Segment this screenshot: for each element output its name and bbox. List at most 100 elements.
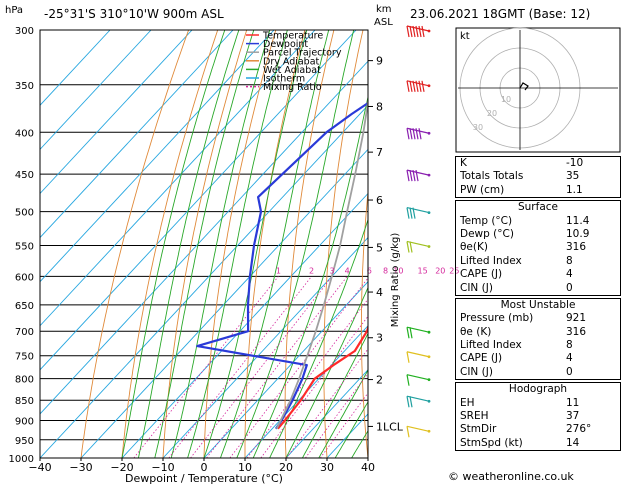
wind-barb [406, 240, 431, 253]
height-unit-asl: ASL [374, 17, 393, 28]
dry-adiabat [121, 30, 219, 458]
km-tick-label: 5 [376, 241, 383, 254]
stat-row: CIN (J) 0 [456, 366, 620, 379]
wind-barb-base [427, 429, 431, 433]
stat-row: θe(K) 316 [456, 241, 620, 254]
stat-label: StmSpd (kt) [460, 436, 523, 449]
wind-barb-flag [418, 128, 422, 140]
pressure-tick-label: 600 [15, 272, 34, 283]
wind-barb-flag [406, 170, 410, 182]
mixing-ratio-line [286, 348, 368, 458]
km-tick-label: 1LCL [376, 420, 404, 433]
series-line-dewpoint [196, 101, 368, 430]
dry-adiabat [323, 30, 364, 458]
wind-barb [406, 80, 431, 92]
isotherm [80, 148, 368, 458]
stat-label: Lifted Index [460, 254, 522, 267]
stat-value: 8 [566, 339, 573, 352]
stat-label: Temp (°C) [460, 214, 513, 227]
surface-title: Surface [517, 201, 558, 214]
wind-barb [406, 207, 431, 219]
wind-barb-flag [418, 80, 422, 92]
wind-barb-flag [406, 241, 410, 253]
mixing-ratio-label: 6 [367, 266, 372, 275]
stat-label: CAPE (J) [460, 268, 503, 281]
pressure-tick-label: 850 [15, 396, 34, 407]
wind-barb-flag [412, 128, 416, 140]
dry-adiabat [433, 30, 450, 458]
wind-barb-base [427, 211, 431, 214]
hodograph-title: Hodograph [508, 383, 568, 396]
wind-barb [406, 425, 431, 438]
isotherm [40, 30, 111, 106]
isotherm [40, 30, 275, 283]
isotherm [203, 280, 368, 458]
wet-adiabat [187, 30, 288, 458]
mixing-ratio-line [305, 372, 368, 458]
wind-barb-flag [409, 25, 413, 38]
pressure-tick-label: 800 [15, 375, 34, 386]
stat-row: CAPE (J) 4 [456, 352, 620, 365]
isotherm [162, 236, 368, 458]
legend-entry: Dry Adiabat [263, 56, 320, 67]
wind-barb-flag [406, 374, 410, 386]
datetime-title: 23.06.2021 18GMT (Base: 12) [410, 7, 590, 21]
wind-barb-flag [412, 170, 416, 182]
series-line-parcel-trajectory [275, 96, 368, 430]
stat-row: Lifted Index 8 [456, 339, 620, 352]
stat-row: EH 11 [456, 397, 620, 410]
x-tick-label: −10 [151, 461, 174, 474]
stat-value: 1.1 [566, 183, 583, 196]
km-tick-label: 4 [376, 286, 383, 299]
mixing-ratio-labels: 1 2 3 4 6 8 10 15 20 25 [276, 266, 460, 275]
stat-value: 11 [566, 396, 580, 409]
stat-value: 8 [566, 254, 573, 267]
mixing-ratio-line [206, 276, 348, 458]
stat-label: K [460, 157, 467, 169]
axes: −40 −30 −20 −10 0 10 20 30 40 300 350 400 450 500 550 6… [9, 26, 404, 474]
wind-barb-base [427, 355, 431, 359]
isotherm [40, 30, 234, 239]
most-unstable-title: Most Unstable [500, 298, 576, 311]
mixing-ratio-label: 20 [435, 266, 445, 275]
wet-adiabat [236, 30, 355, 458]
stat-value: 276° [566, 423, 592, 436]
stat-value: 0 [566, 281, 573, 294]
isotherm [285, 369, 368, 458]
stat-row: Temp (°C) 11.4 [456, 215, 620, 228]
wind-barb-flag [406, 426, 410, 438]
stat-value: -10 [566, 157, 584, 169]
wind-barb-base [427, 378, 431, 382]
pressure-tick-label: 350 [15, 81, 34, 92]
dry-adiabat [244, 30, 306, 458]
wind-barb [406, 351, 431, 363]
km-tick-label: 9 [376, 55, 383, 68]
stat-label: CIN (J) [460, 281, 493, 294]
wind-barb-flag [406, 396, 410, 408]
stat-value: 0 [566, 365, 573, 378]
mixing-ratio-label: 2 [309, 266, 314, 275]
profile-lines [196, 96, 368, 430]
legend-entry: Wet Adiabat [263, 65, 321, 76]
stat-label: SREH [460, 410, 489, 423]
stat-row: K -10 [456, 157, 620, 170]
mixing-ratio-line [190, 276, 333, 458]
mixing-ratio-label: 3 [330, 266, 335, 275]
wet-adiabat [302, 332, 368, 458]
hodograph-trace [519, 82, 529, 91]
wind-barb-flag [412, 207, 416, 219]
pressure-tick-label: 550 [15, 241, 34, 252]
location-title: -25°31'S 310°10'W 900m ASL [44, 7, 224, 21]
mixing-ratio-line [168, 276, 312, 458]
stat-label: θe (K) [460, 325, 492, 338]
stat-value: 4 [566, 352, 573, 365]
wet-adiabat [252, 94, 368, 458]
wind-barb-base [427, 84, 431, 88]
surface-table: Surface Temp (°C) 11.4 Dewp (°C) 10.9 θe(K) 3… [455, 200, 621, 296]
wind-barb-flag [406, 128, 410, 140]
stat-label: Dewp (°C) [460, 227, 514, 240]
wind-barb-base [427, 173, 431, 177]
km-tick-label: 2 [376, 374, 383, 387]
pressure-tick-label: 500 [15, 208, 34, 219]
